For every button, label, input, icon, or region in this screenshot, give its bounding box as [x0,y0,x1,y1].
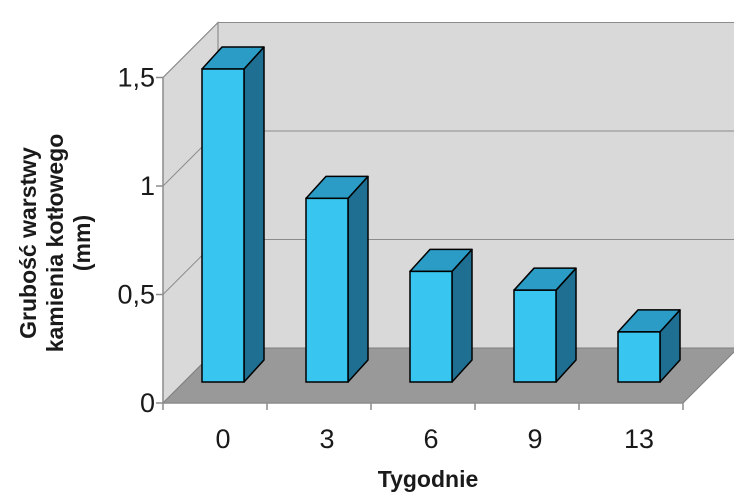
bar [513,267,577,383]
x-tick-label: 13 [624,424,654,454]
bars [201,46,681,383]
bar [617,309,681,383]
y-tick-label: 0,5 [117,280,155,310]
bar-front [305,197,349,383]
y-tick-labels: 0 0,5 1 1,5 [117,63,155,419]
bar [201,46,265,383]
bar-front [409,270,453,383]
y-tick-label: 1,5 [117,63,155,93]
back-wall [217,22,734,349]
bar-front [201,68,245,383]
y-axis-title-line: kamienia kotłowego [42,134,68,353]
x-tick-label: 3 [319,424,334,454]
x-tick-labels: 0 3 6 9 13 [215,424,654,454]
y-axis-title: Grubość warstwykamienia kotłowego(mm) [15,134,95,353]
axes [156,76,684,410]
bar-side [451,248,473,383]
x-tick-label: 6 [423,424,438,454]
bar-front [617,331,661,383]
bar-front [513,289,557,383]
y-tick-label: 1 [140,171,155,201]
x-axis-title: Tygodnie [378,466,479,492]
x-tick-label: 0 [215,424,230,454]
bar [409,248,473,383]
bar-side [243,46,265,383]
bar [305,175,369,383]
bar-side [347,175,369,383]
y-tick-label: 0 [140,388,155,418]
y-axis-title-line: Grubość warstwy [15,147,41,339]
gridline [162,22,734,78]
y-axis-title-line: (mm) [69,215,95,271]
x-tick-label: 9 [527,424,542,454]
